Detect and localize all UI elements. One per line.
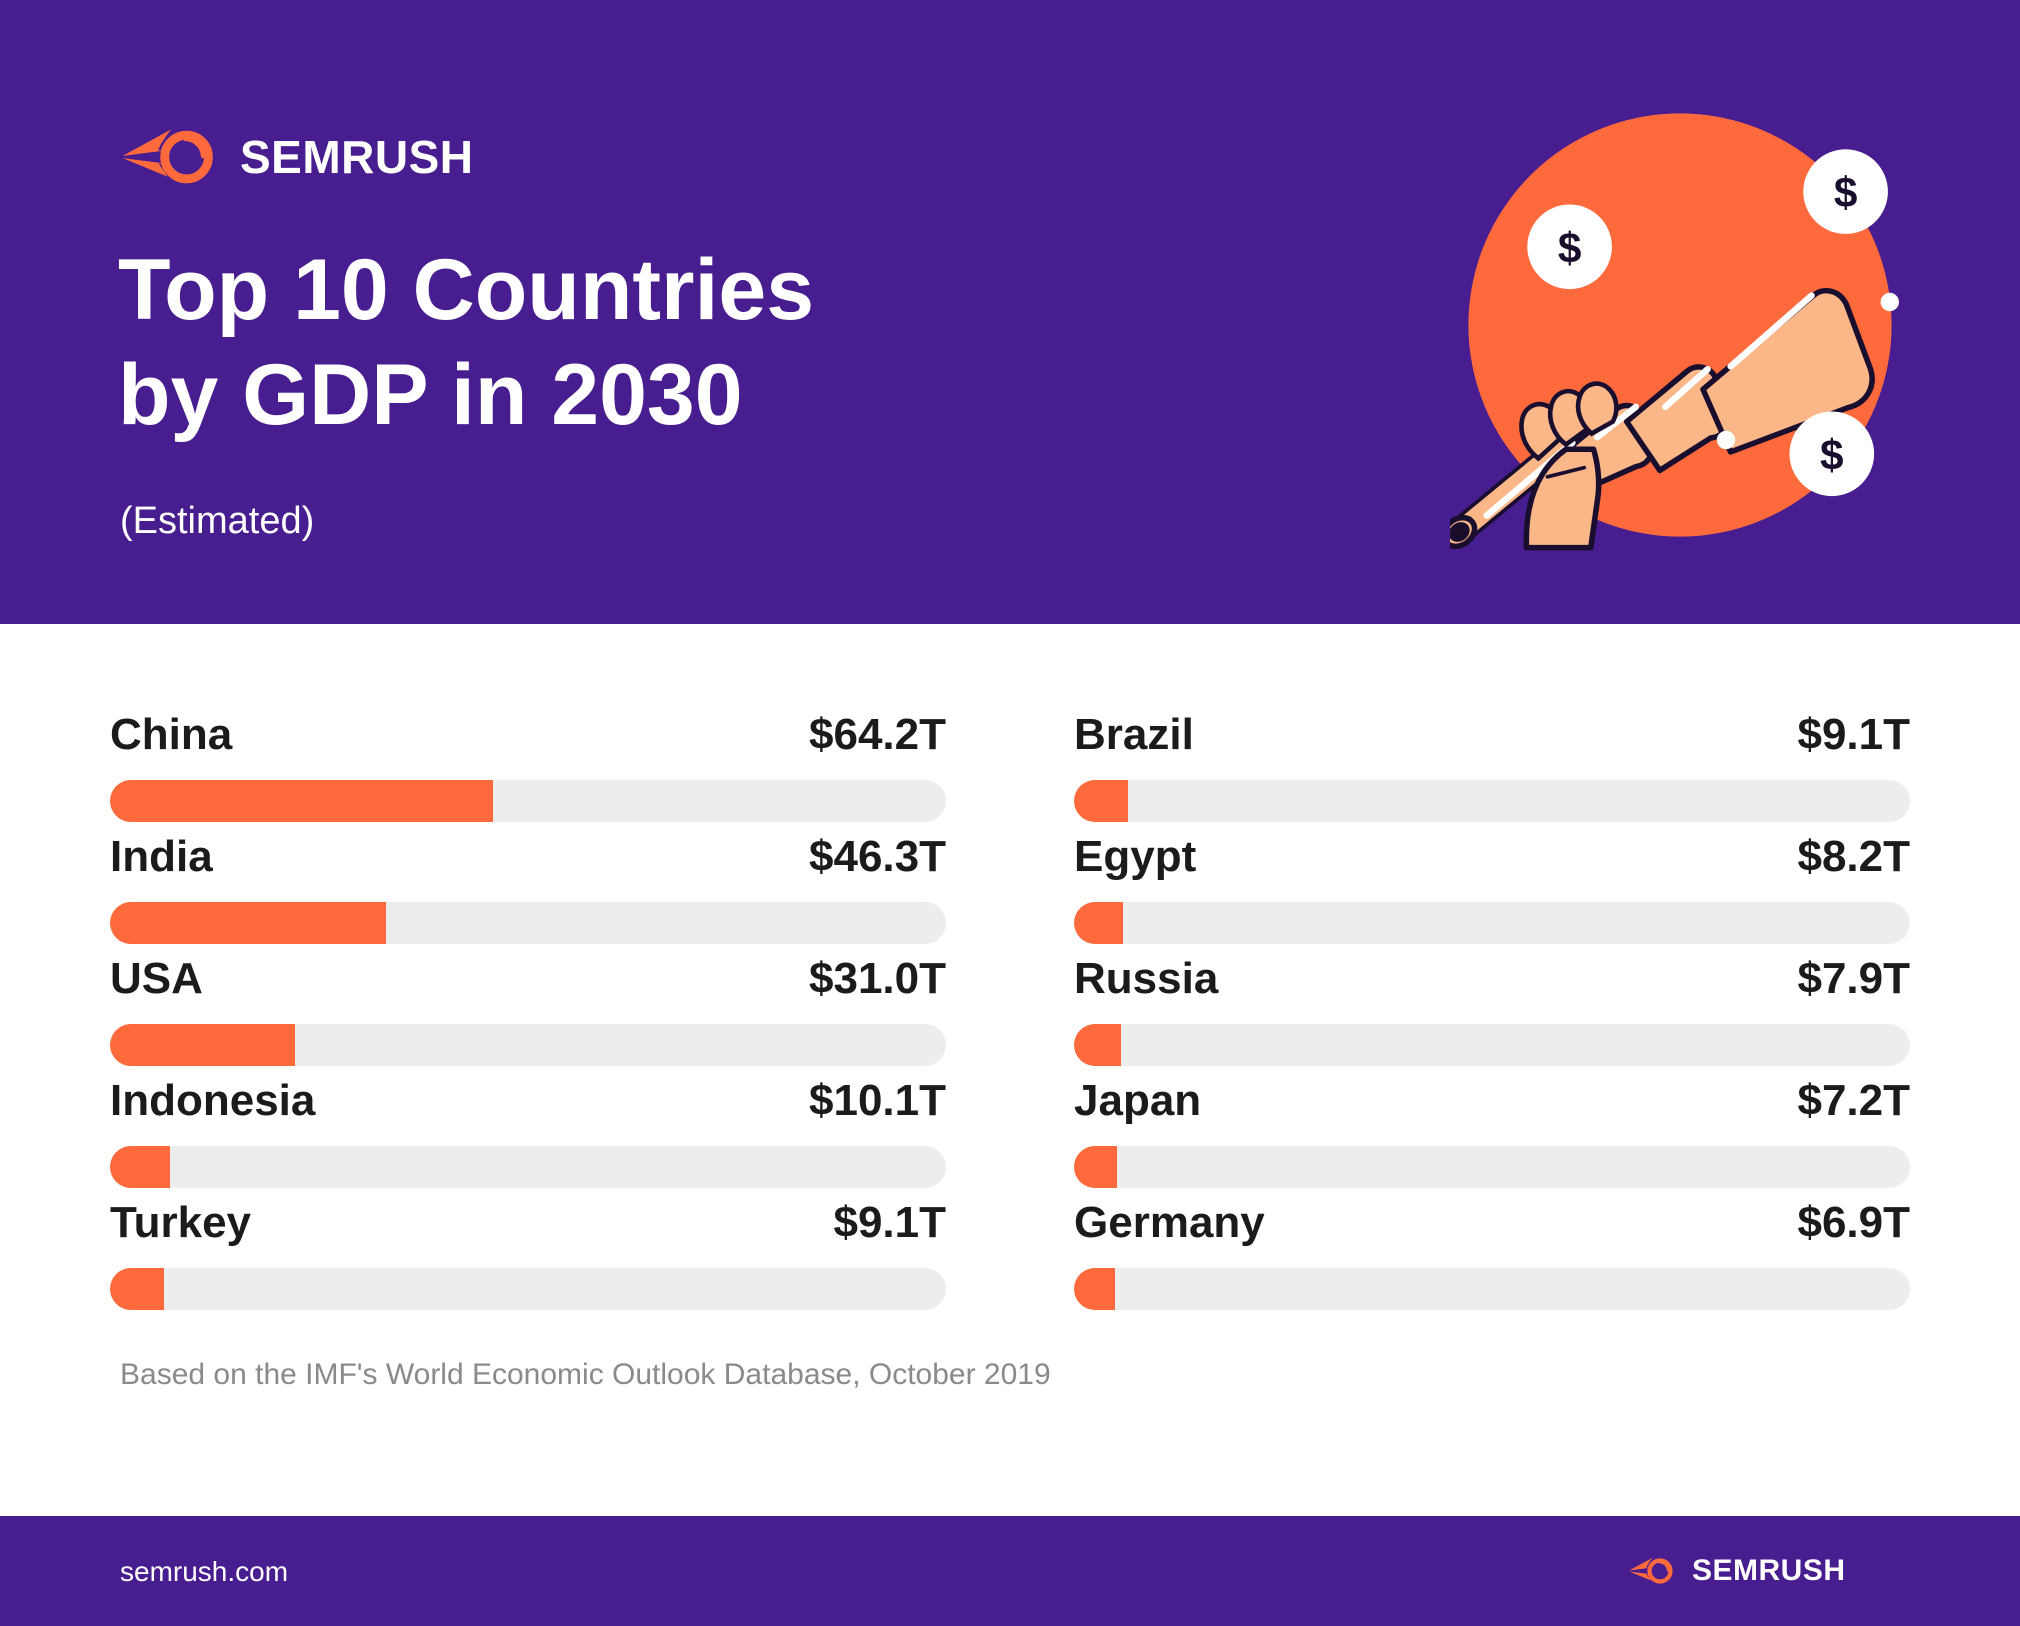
svg-text:$: $ — [1834, 169, 1858, 216]
svg-text:$: $ — [1820, 431, 1844, 478]
svg-text:$: $ — [1558, 224, 1582, 271]
